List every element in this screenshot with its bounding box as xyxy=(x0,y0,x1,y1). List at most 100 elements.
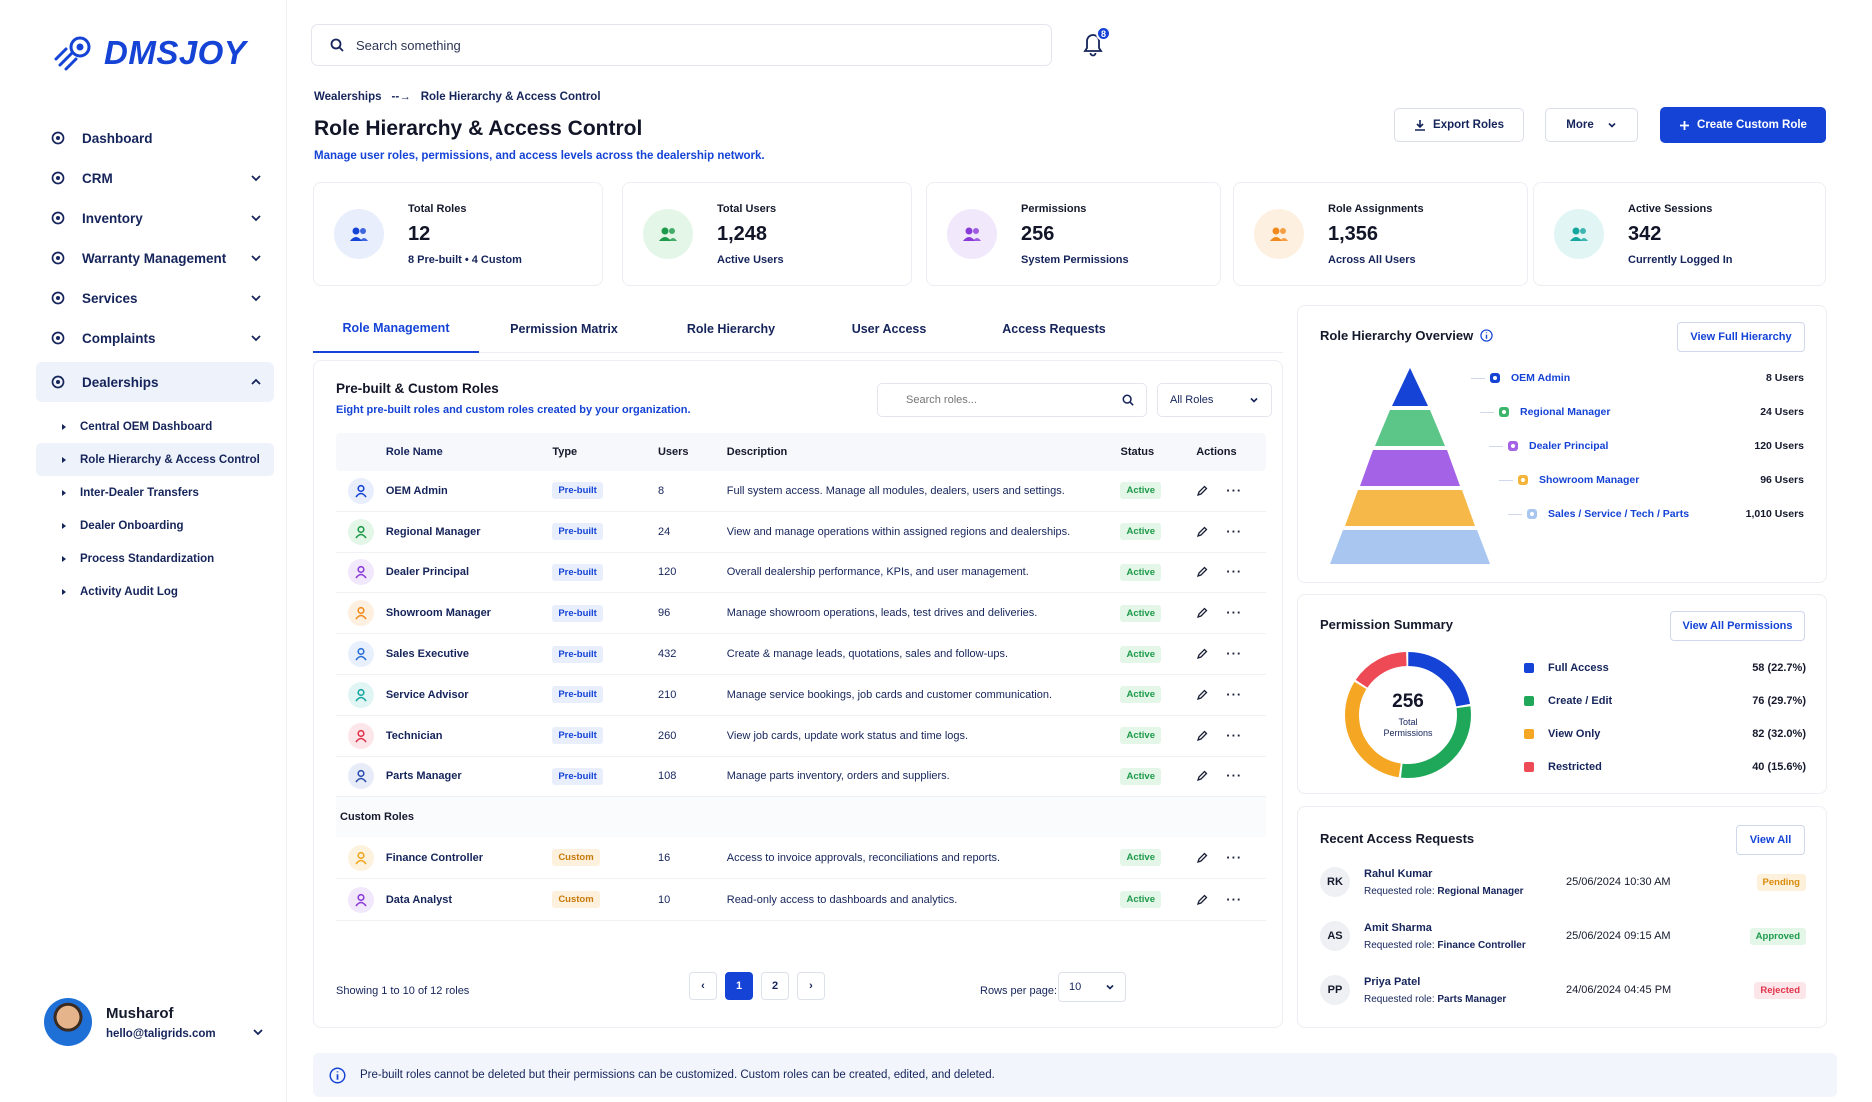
request-row[interactable]: RK Rahul Kumar Requested role: Regional Ma… xyxy=(1320,867,1806,897)
more-actions-icon[interactable]: ··· xyxy=(1226,686,1243,702)
next-page-button[interactable]: › xyxy=(797,972,825,1000)
submenu-item[interactable]: Activity Audit Log xyxy=(36,575,274,608)
edit-icon[interactable] xyxy=(1196,607,1208,619)
edit-icon[interactable] xyxy=(1196,648,1208,660)
stat-icon-wrap xyxy=(1554,209,1604,259)
sidebar-item-services[interactable]: Services xyxy=(36,278,274,318)
roles-search[interactable] xyxy=(877,383,1147,417)
sidebar: DMSJOY Dashboard CRM Inventory Warranty Man… xyxy=(0,0,287,1102)
view-all-requests-button[interactable]: View All xyxy=(1736,825,1805,855)
page-button[interactable]: 2 xyxy=(761,972,789,1000)
chevron-down-icon[interactable] xyxy=(252,1026,264,1038)
submenu-item[interactable]: Central OEM Dashboard xyxy=(36,410,274,443)
request-avatar: AS xyxy=(1320,921,1350,951)
export-roles-button[interactable]: Export Roles xyxy=(1394,108,1524,142)
create-custom-role-button[interactable]: Create Custom Role xyxy=(1660,107,1826,143)
tab-user-access[interactable]: User Access xyxy=(851,322,927,336)
legend-value: 76 (29.7%) xyxy=(1752,694,1806,707)
tab-access-requests[interactable]: Access Requests xyxy=(1002,322,1106,336)
more-actions-icon[interactable]: ··· xyxy=(1226,727,1243,743)
more-actions-icon[interactable]: ··· xyxy=(1226,849,1243,865)
role-name[interactable]: OEM Admin xyxy=(385,484,448,497)
role-name[interactable]: Sales Executive xyxy=(385,648,470,661)
submenu-item[interactable]: Process Standardization xyxy=(36,542,274,575)
table-row: Sales Executive Pre-built 432 Create & mana… xyxy=(336,634,1266,675)
sidebar-item-dashboard[interactable]: Dashboard xyxy=(36,118,274,158)
search-input[interactable] xyxy=(356,37,956,53)
role-name[interactable]: Service Advisor xyxy=(385,688,469,701)
user-icon xyxy=(355,770,367,783)
status-badge: Active xyxy=(1120,727,1161,745)
role-name[interactable]: Data Analyst xyxy=(385,893,453,906)
stat-card-permissions: Permissions 256 System Permissions xyxy=(926,182,1221,286)
submenu-item[interactable]: Dealer Onboarding xyxy=(36,509,274,542)
role-name[interactable]: Regional Manager xyxy=(385,525,481,538)
sidebar-item-warranty-management[interactable]: Warranty Management xyxy=(36,238,274,278)
view-full-hierarchy-button[interactable]: View Full Hierarchy xyxy=(1677,322,1805,352)
view-all-permissions-button[interactable]: View All Permissions xyxy=(1670,611,1805,641)
prev-page-button[interactable]: ‹ xyxy=(689,972,717,1000)
more-actions-icon[interactable]: ··· xyxy=(1226,646,1243,662)
role-filter-select[interactable]: All Roles xyxy=(1157,383,1272,417)
breadcrumb-parent[interactable]: Wealerships xyxy=(314,91,382,103)
type-badge: Custom xyxy=(552,891,600,909)
tab-role-management[interactable]: Role Management xyxy=(313,305,479,353)
status-badge: Active xyxy=(1120,482,1161,500)
submenu-item[interactable]: Role Hierarchy & Access Control xyxy=(36,443,274,476)
stat-card-total-users: Total Users 1,248 Active Users xyxy=(622,182,912,286)
more-actions-icon[interactable]: ··· xyxy=(1226,564,1243,580)
user-icon xyxy=(355,729,367,743)
edit-icon[interactable] xyxy=(1196,894,1208,906)
edit-icon[interactable] xyxy=(1196,689,1208,701)
role-description: Full system access. Manage all modules, … xyxy=(726,484,1065,497)
donut-slice-view-only xyxy=(1345,652,1471,778)
more-actions-icon[interactable]: ··· xyxy=(1226,891,1243,907)
more-actions-icon[interactable]: ··· xyxy=(1226,605,1243,621)
role-name[interactable]: Dealer Principal xyxy=(385,566,469,579)
search-bar[interactable] xyxy=(311,24,1052,66)
bullet-triangle-icon xyxy=(62,588,66,595)
more-actions-icon[interactable]: ··· xyxy=(1226,482,1243,498)
role-description: Read-only access to dashboards and analy… xyxy=(726,893,958,906)
edit-icon[interactable] xyxy=(1196,566,1208,578)
tab-permission-matrix[interactable]: Permission Matrix xyxy=(510,322,618,336)
edit-icon[interactable] xyxy=(1196,526,1208,538)
legend-item: View Only 82 (32.0%) xyxy=(1524,717,1806,750)
sidebar-item-complaints[interactable]: Complaints xyxy=(36,318,274,358)
user-profile[interactable]: Musharof hello@taligrids.com xyxy=(44,998,264,1046)
more-dropdown[interactable]: More xyxy=(1545,108,1638,142)
role-name[interactable]: Parts Manager xyxy=(385,770,462,783)
brand-logo[interactable]: DMSJOY xyxy=(52,34,246,72)
role-name[interactable]: Finance Controller xyxy=(385,851,484,864)
edit-icon[interactable] xyxy=(1196,485,1208,497)
rows-per-page-select[interactable]: 10 xyxy=(1058,972,1126,1002)
request-row[interactable]: AS Amit Sharma Requested role: Finance Con… xyxy=(1320,921,1806,951)
role-icon-wrap xyxy=(347,518,374,545)
notifications-button[interactable]: 8 xyxy=(1073,24,1113,64)
column-header: Users xyxy=(657,446,689,458)
tab-role-hierarchy[interactable]: Role Hierarchy xyxy=(686,322,776,336)
hierarchy-level-row: Sales / Service / Tech / Parts 1,010 User… xyxy=(1508,508,1804,520)
request-row[interactable]: PP Priya Patel Requested role: Parts Manag… xyxy=(1320,975,1806,1005)
role-name[interactable]: Technician xyxy=(385,729,443,742)
stat-icon-wrap xyxy=(947,209,997,259)
submenu-item[interactable]: Inter-Dealer Transfers xyxy=(36,476,274,509)
role-name[interactable]: Showroom Manager xyxy=(385,607,491,620)
sidebar-item-inventory[interactable]: Inventory xyxy=(36,198,274,238)
more-actions-icon[interactable]: ··· xyxy=(1226,768,1243,784)
page-button[interactable]: 1 xyxy=(725,972,753,1000)
roles-search-input[interactable] xyxy=(906,394,1122,406)
edit-icon[interactable] xyxy=(1196,852,1208,864)
role-filter-value: All Roles xyxy=(1170,394,1214,406)
more-actions-icon[interactable]: ··· xyxy=(1226,523,1243,539)
legend-value: 58 (22.7%) xyxy=(1752,661,1806,674)
hierarchy-level-count: 24 Users xyxy=(1760,406,1804,418)
chevron-down-icon xyxy=(251,255,261,262)
edit-icon[interactable] xyxy=(1196,730,1208,742)
page-subtitle: Manage user roles, permissions, and acce… xyxy=(314,150,765,162)
legend-label: Full Access xyxy=(1548,661,1609,674)
edit-icon[interactable] xyxy=(1196,770,1208,782)
info-icon[interactable] xyxy=(1480,329,1493,342)
sidebar-item-dealerships[interactable]: Dealerships xyxy=(36,362,274,402)
sidebar-item-crm[interactable]: CRM xyxy=(36,158,274,198)
